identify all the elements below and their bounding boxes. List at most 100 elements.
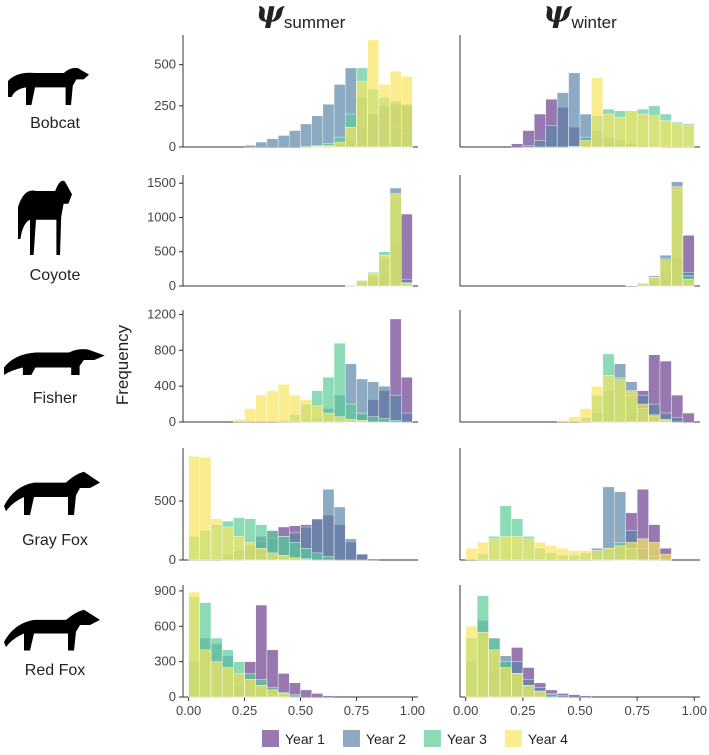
histogram-bar (323, 696, 334, 697)
histogram-bar (660, 419, 671, 422)
histogram-bar (368, 382, 379, 422)
y-tick-label: 1200 (147, 306, 176, 321)
histogram-bar (368, 559, 379, 560)
histogram-bar (379, 84, 390, 147)
histogram-bar (334, 507, 345, 560)
histogram-bar (390, 194, 401, 287)
histogram-bar (289, 395, 300, 422)
histogram-bar (323, 556, 334, 560)
histogram-bar (557, 696, 568, 697)
histogram-bar (289, 542, 300, 560)
column-symbol: ψ (543, 0, 573, 30)
histogram-bar (278, 135, 289, 147)
histogram-bar (233, 673, 244, 697)
histogram-bar (211, 519, 222, 560)
histogram-bar (580, 140, 591, 147)
histogram-bar (569, 695, 580, 697)
histogram-bar (334, 417, 345, 422)
histogram-bar (301, 124, 312, 147)
column-subscript: summer (284, 13, 346, 32)
y-tick-label: 250 (154, 98, 176, 113)
histogram-bar (671, 124, 682, 147)
histogram-bar (603, 375, 614, 422)
histogram-bar (649, 542, 660, 560)
histogram-bar (557, 93, 568, 147)
histogram-bar (345, 285, 356, 286)
histogram-bar (660, 260, 671, 286)
histogram-bar (489, 539, 500, 560)
histogram-bar (356, 81, 367, 147)
column-symbol: ψ (256, 0, 286, 30)
histogram-bar (683, 279, 694, 286)
histogram-bar (323, 145, 334, 147)
x-tick-label: 0.50 (567, 703, 592, 718)
histogram-bar (649, 116, 660, 147)
y-tick-label: 0 (169, 278, 176, 293)
histogram-bar (546, 695, 557, 697)
histogram-bar (368, 417, 379, 422)
histogram-bar (637, 284, 648, 286)
y-tick-label: 0 (169, 689, 176, 704)
histogram-bar (580, 551, 591, 560)
legend-swatch (424, 730, 441, 747)
histogram-bar (379, 255, 390, 286)
histogram-bar (245, 679, 256, 697)
animal-silhouettes (4, 68, 105, 651)
histogram-bar (334, 142, 345, 147)
histogram-bar (379, 418, 390, 422)
histogram-bar (546, 546, 557, 560)
histogram-bar (256, 142, 267, 147)
histogram-bar (301, 690, 312, 697)
histogram-bar (256, 395, 267, 422)
histogram-bar (683, 126, 694, 147)
histogram-bar (637, 114, 648, 147)
gray-fox-silhouette (4, 472, 100, 515)
histogram-bar (477, 632, 488, 697)
histogram-bar (233, 419, 244, 422)
x-tick-label: 0.75 (624, 703, 649, 718)
histogram-bar (603, 548, 614, 560)
x-tick-label: 0.00 (453, 703, 478, 718)
histogram-bar (401, 76, 412, 147)
histogram-bar (534, 140, 545, 147)
x-tick-label: 0.75 (344, 703, 369, 718)
histogram-bar (591, 551, 602, 560)
y-tick-label: 500 (154, 57, 176, 72)
histogram-bar (189, 456, 200, 560)
y-tick-label: 500 (154, 493, 176, 508)
histogram-bar (323, 413, 334, 422)
histogram-bar (301, 400, 312, 422)
histogram-bar (660, 121, 671, 147)
histogram-bar (256, 685, 267, 697)
histogram-bar (557, 420, 568, 422)
row-label: Coyote (30, 267, 81, 284)
histogram-bar (580, 696, 591, 697)
histogram-bar (511, 536, 522, 560)
column-title: ψsummer (256, 0, 346, 32)
histogram-bar (534, 691, 545, 697)
histogram-bar (603, 114, 614, 147)
histogram-bar (200, 457, 211, 560)
histogram-bar (637, 539, 648, 560)
histogram-bar (523, 145, 534, 147)
histogram-bar (233, 536, 244, 560)
legend-swatch (343, 730, 360, 747)
row-label: Bobcat (30, 115, 80, 132)
y-tick-label: 800 (154, 342, 176, 357)
histogram-bar (591, 386, 602, 422)
histogram-bar (614, 379, 625, 422)
histogram-bar (569, 417, 580, 422)
histogram-bar (489, 650, 500, 697)
histogram-bar (323, 104, 334, 147)
histogram-bar (245, 145, 256, 147)
histogram-bar (245, 409, 256, 422)
histogram-bar (671, 418, 682, 422)
histogram-bar (614, 546, 625, 560)
histogram-bar (345, 539, 356, 560)
histogram-bar (626, 391, 637, 422)
x-tick-label: 1.00 (682, 703, 707, 718)
legend-label: Year 1 (285, 731, 325, 747)
y-tick-label: 500 (154, 244, 176, 259)
histogram-bar (511, 144, 522, 147)
histogram-bar (660, 554, 671, 560)
